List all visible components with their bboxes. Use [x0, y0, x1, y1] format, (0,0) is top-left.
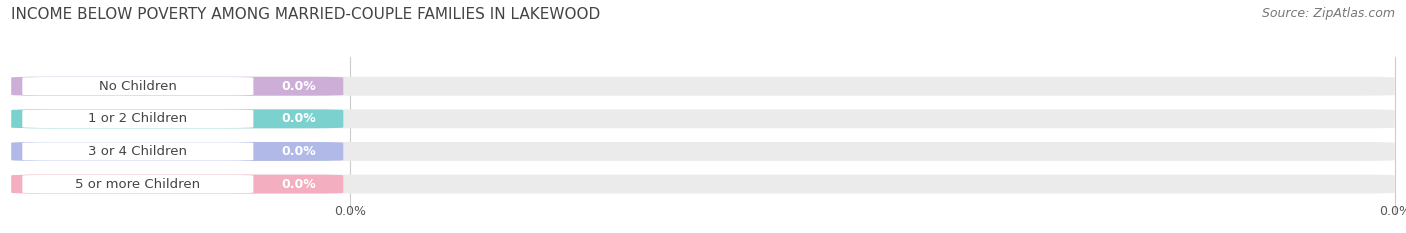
Text: No Children: No Children — [98, 80, 177, 93]
FancyBboxPatch shape — [22, 77, 253, 95]
Text: 0.0%: 0.0% — [281, 178, 316, 191]
FancyBboxPatch shape — [22, 175, 253, 193]
Text: 0.0%: 0.0% — [281, 145, 316, 158]
Text: INCOME BELOW POVERTY AMONG MARRIED-COUPLE FAMILIES IN LAKEWOOD: INCOME BELOW POVERTY AMONG MARRIED-COUPL… — [11, 7, 600, 22]
FancyBboxPatch shape — [11, 77, 1395, 96]
FancyBboxPatch shape — [11, 77, 343, 96]
Text: 0.0%: 0.0% — [281, 112, 316, 125]
Text: 3 or 4 Children: 3 or 4 Children — [89, 145, 187, 158]
Text: Source: ZipAtlas.com: Source: ZipAtlas.com — [1261, 7, 1395, 20]
Text: 0.0%: 0.0% — [281, 80, 316, 93]
FancyBboxPatch shape — [11, 175, 343, 194]
FancyBboxPatch shape — [11, 142, 343, 161]
Text: 5 or more Children: 5 or more Children — [76, 178, 201, 191]
FancyBboxPatch shape — [11, 142, 1395, 161]
FancyBboxPatch shape — [22, 142, 253, 161]
FancyBboxPatch shape — [11, 109, 1395, 128]
FancyBboxPatch shape — [11, 175, 1395, 194]
FancyBboxPatch shape — [11, 109, 343, 128]
FancyBboxPatch shape — [22, 110, 253, 128]
Text: 1 or 2 Children: 1 or 2 Children — [89, 112, 187, 125]
